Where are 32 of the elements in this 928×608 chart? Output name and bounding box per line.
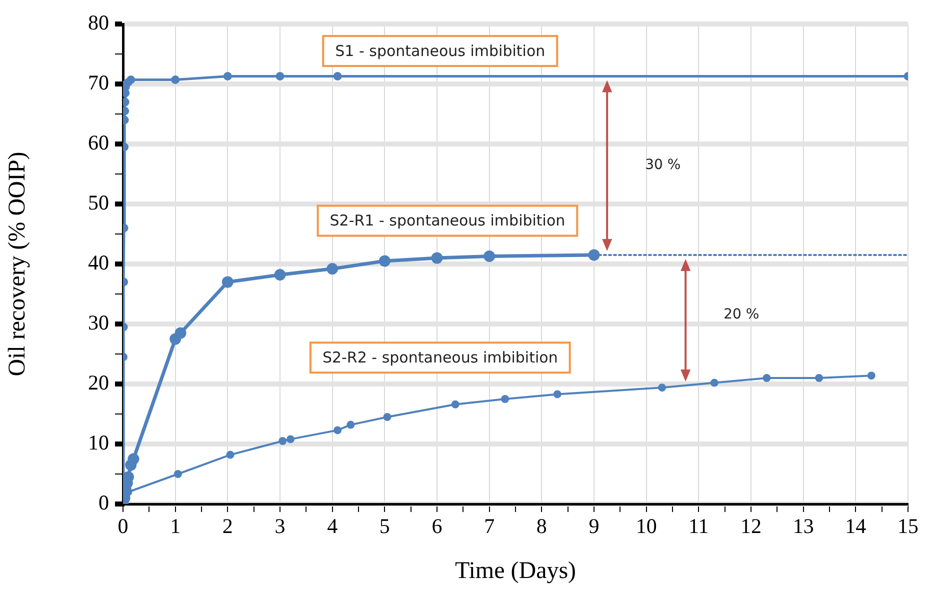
y-tick-label: 30 — [88, 310, 109, 335]
y-tick-label: 80 — [88, 10, 109, 35]
x-tick-label: 4 — [327, 514, 338, 538]
y-tick-label: 10 — [88, 430, 109, 455]
y-tick-label: 0 — [98, 490, 109, 515]
x-tick-label: 10 — [636, 514, 657, 538]
x-tick-label: 0 — [118, 514, 128, 538]
y-axis-title: Oil recovery (% OOIP) — [4, 152, 31, 376]
x-tick-label: 2 — [222, 514, 233, 538]
x-tick-label: 13 — [792, 514, 814, 538]
y-tick-label: 50 — [88, 190, 109, 215]
x-tick-label: 9 — [588, 514, 600, 538]
x-tick-label: 14 — [845, 514, 867, 538]
y-tick-label: 60 — [88, 130, 109, 155]
y-tick-label: 40 — [88, 250, 109, 275]
series-label: S2-R1 - spontaneous imbibition — [330, 212, 566, 230]
y-tick-label: 70 — [88, 70, 109, 95]
x-tick-label: 1 — [170, 514, 181, 538]
y-tick-label: 20 — [88, 370, 109, 395]
x-tick-label: 6 — [432, 514, 442, 538]
x-tick-label: 8 — [536, 514, 547, 538]
x-tick-label: 12 — [740, 514, 762, 538]
annotation: 30 % — [645, 157, 681, 174]
x-tick-label: 3 — [274, 514, 286, 538]
series-label: S1 - spontaneous imbibition — [335, 42, 546, 60]
x-tick-label: 11 — [688, 514, 709, 538]
annotation: 20 % — [724, 306, 760, 323]
x-tick-label: 15 — [898, 514, 918, 538]
x-axis-title: Time (Days) — [454, 558, 576, 584]
series-label: S2-R2 - spontaneous imbibition — [322, 348, 558, 366]
x-tick-label: 5 — [379, 514, 390, 538]
x-tick-label: 7 — [484, 514, 495, 538]
